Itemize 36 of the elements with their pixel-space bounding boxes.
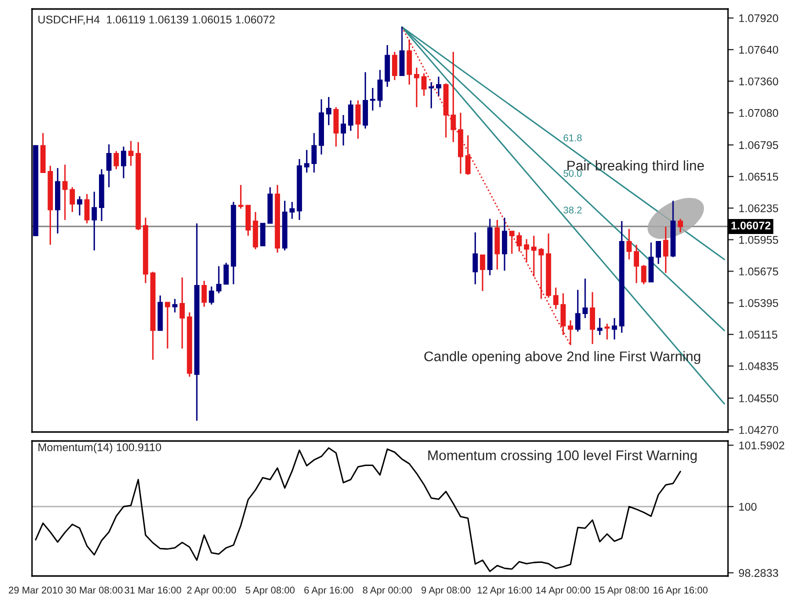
y-tick-label: 1.05675	[739, 268, 778, 276]
y-tick-label: 1.07080	[739, 109, 778, 117]
x-tick-label: 2 Apr 00:00	[187, 586, 236, 596]
x-tick-label: 30 Mar 08:00	[66, 586, 123, 594]
x-tick-label: 5 Apr 08:00	[246, 586, 295, 596]
y-tick-label: 1.04550	[739, 394, 778, 402]
x-tick-label: 8 Apr 00:00	[362, 586, 412, 596]
series-label: 50.0	[564, 170, 582, 177]
chart-title: Momentum(14) 100.9110	[38, 443, 162, 454]
y-tick-label: 1.05955	[739, 236, 778, 244]
x-tick-label: 9 Apr 08:00	[422, 586, 470, 596]
x-tick-label: 6 Apr 16:00	[304, 586, 354, 596]
y-tick-label: 1.06515	[739, 172, 778, 181]
x-tick-label: 31 Mar 16:00	[124, 586, 182, 594]
series-label: 61.8	[564, 134, 582, 142]
y-tick-label: 1.05115	[739, 330, 778, 339]
y-tick-label: 101.5902	[739, 442, 784, 450]
y-tick-label: 1.04835	[739, 362, 778, 370]
y-tick-label: 1.06235	[739, 204, 778, 212]
ref-line-label: 1.06072	[731, 222, 771, 230]
y-tick-label: 1.07920	[739, 14, 778, 22]
y-tick-label: 1.06795	[739, 141, 778, 150]
y-tick-label: 1.07640	[739, 46, 778, 54]
x-tick-label: 29 Mar 2010	[8, 586, 63, 594]
y-tick-label: 1.05395	[739, 299, 778, 307]
annotation: Momentum crossing 100 level First Warning	[428, 450, 697, 463]
x-tick-label: 12 Apr 16:00	[478, 586, 532, 596]
y-tick-label: 100	[739, 502, 757, 511]
y-tick-label: 98.2833	[738, 569, 778, 577]
x-tick-label: 15 Apr 08:00	[594, 586, 649, 596]
text: USDCHF,H4 1.06119 1.06139 1.06015 1.06072	[38, 16, 275, 25]
x-tick-label: 16 Apr 16:00	[654, 586, 708, 596]
y-tick-label: 1.04270	[739, 426, 778, 434]
series-label: 38.2	[564, 206, 582, 214]
y-tick-label: 1.07360	[739, 77, 778, 86]
x-tick-label: 14 Apr 00:00	[536, 586, 590, 596]
